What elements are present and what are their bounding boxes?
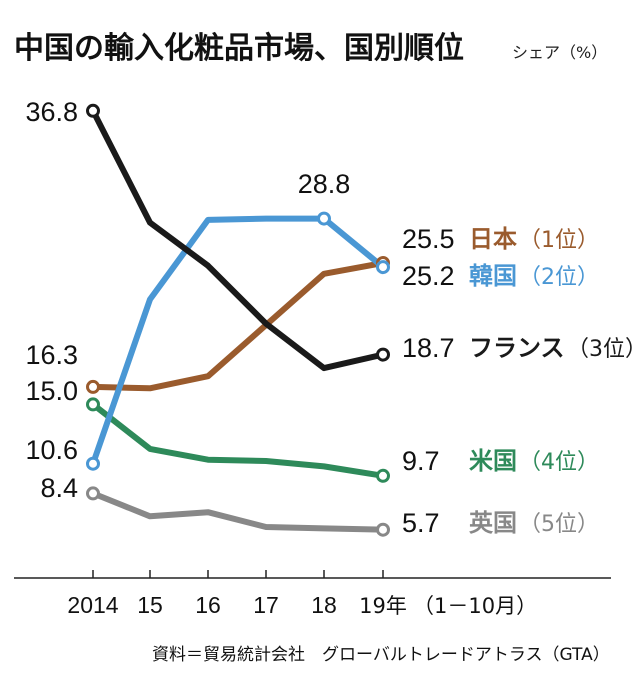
- series-line: [90, 107, 386, 372]
- period-note: （1－10月）: [413, 594, 537, 618]
- x-tick-label: 18: [311, 592, 337, 618]
- end-value-label: 18.7: [402, 333, 455, 363]
- end-value-label: 9.7: [402, 446, 440, 476]
- end-value-label: 5.7: [402, 508, 440, 538]
- data-point-marker: [86, 379, 100, 394]
- end-value-label: 25.5: [402, 224, 455, 254]
- data-point-marker: [86, 103, 100, 118]
- label-layer: 36.8 18.7 フランス （3位） 10.6 25.2 韓国 （2位） 28.8 16.3 25…: [25, 97, 639, 538]
- x-axis: 2014 15 16 17 18 19年 （1－10月）: [67, 570, 537, 618]
- series-name-label: フランス: [469, 334, 565, 362]
- start-value-label: 36.8: [25, 97, 78, 127]
- series-layer: [86, 103, 390, 537]
- data-point-marker: [376, 522, 390, 537]
- series-line: [90, 215, 386, 467]
- data-point-marker: [86, 397, 100, 412]
- data-point-marker: [86, 486, 100, 501]
- start-value-label: 8.4: [40, 473, 78, 503]
- series-name-label: 日本: [469, 225, 517, 253]
- series-rank-label: （2位）: [519, 265, 599, 290]
- series-name-label: 韓国: [469, 262, 517, 290]
- data-point-marker: [317, 211, 331, 226]
- series-line: [90, 401, 386, 479]
- series-name-label: 米国: [469, 447, 517, 475]
- peak-value-label: 28.8: [298, 169, 351, 199]
- x-tick-label: 19年: [359, 594, 407, 618]
- data-point-marker: [376, 468, 390, 483]
- source-note: 資料＝貿易統計会社 グローバルトレードアトラス（GTA）: [152, 645, 610, 665]
- data-point-marker: [86, 456, 100, 471]
- x-tick-label: 2014: [67, 592, 118, 618]
- x-tick-label: 15: [137, 592, 163, 618]
- series-line: [90, 490, 386, 533]
- data-point-marker: [376, 347, 390, 362]
- series-rank-label: （3位）: [567, 337, 639, 362]
- chart-title: 中国の輸入化粧品市場、国別順位: [14, 31, 464, 66]
- data-point-marker: [376, 260, 390, 275]
- series-line: [90, 260, 386, 392]
- start-value-label: 16.3: [25, 340, 78, 370]
- end-value-label: 25.2: [402, 261, 455, 291]
- start-value-label: 10.6: [25, 435, 78, 465]
- series-name-label: 英国: [469, 509, 517, 537]
- unit-label: シェア（%）: [512, 43, 607, 62]
- series-rank-label: （1位）: [519, 228, 599, 253]
- series-rank-label: （5位）: [519, 512, 599, 537]
- start-value-label: 15.0: [25, 376, 78, 406]
- series-rank-label: （4位）: [519, 450, 599, 475]
- x-tick-label: 17: [253, 592, 279, 618]
- x-tick-label: 16: [195, 592, 221, 618]
